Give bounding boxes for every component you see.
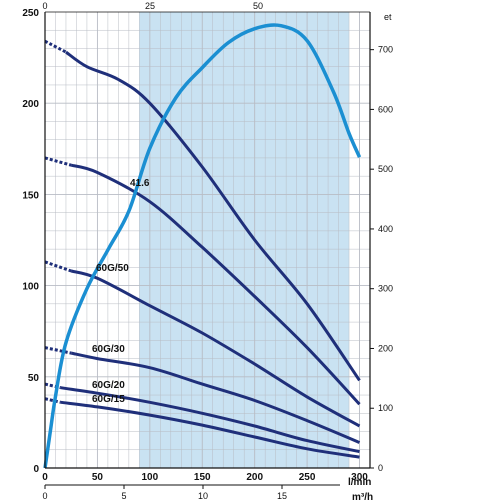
curve-dashed-segment (44, 397, 62, 404)
y-tick-label: 100 (22, 282, 39, 293)
y-tick-label: 50 (28, 373, 40, 384)
y2-axis-unit: et (384, 12, 392, 22)
top-tick-label: 25 (145, 1, 155, 11)
curve-dashed-segment (44, 39, 67, 54)
curve-label: 60G/30 (92, 344, 125, 355)
curve-label: 60G/20 (92, 380, 125, 391)
curve-series (70, 269, 361, 428)
curve-label: 41.6 (130, 178, 150, 189)
curve-series (60, 386, 360, 454)
curve-dashed-segment (44, 346, 72, 355)
curve-label: 60G/15 (92, 394, 125, 405)
curve-series (60, 400, 360, 459)
curve-labels: 60G/15 60G/20 60G/30 60G/50 41.6 (92, 178, 150, 405)
curve-label: 60G/50 (96, 263, 129, 274)
y2-tick-label: 400 (378, 224, 393, 234)
x2-tick-label: 5 (121, 491, 126, 501)
x-tick-label: 100 (141, 472, 158, 483)
x2-tick-label: 10 (198, 491, 208, 501)
curve-series (70, 163, 361, 406)
y2-tick-label: 500 (378, 164, 393, 174)
y2-tick-label: 100 (378, 403, 393, 413)
x-axis-unit: l/min (348, 477, 371, 488)
top-tick-label: 50 (253, 1, 263, 11)
y-tick-label: 0 (33, 464, 39, 475)
y-tick-label: 150 (22, 190, 39, 201)
pump-curves (44, 39, 361, 459)
y2-tick-label: 0 (378, 463, 383, 473)
y-tick-label: 200 (22, 99, 39, 110)
x-tick-label: 50 (92, 472, 104, 483)
y-tick-label: 250 (22, 8, 39, 19)
efficiency-curve (43, 23, 362, 469)
x-tick-label: 300 (351, 472, 368, 483)
curve-dashed-segment (44, 156, 72, 167)
efficiency-curve-group (43, 23, 362, 469)
curve-dashed-segment (44, 382, 62, 390)
curve-dashed-segment (44, 260, 72, 273)
x-tick-label: 250 (299, 472, 316, 483)
x2-tick-label: 0 (42, 491, 47, 501)
top-tick-label: 0 (42, 1, 47, 11)
y2-tick-label: 200 (378, 343, 393, 353)
curve-series (70, 351, 361, 444)
curve-series (65, 50, 361, 382)
x-tick-label: 150 (194, 472, 211, 483)
y2-tick-label: 300 (378, 284, 393, 294)
x-tick-label: 0 (42, 472, 48, 483)
x-tick-label: 200 (246, 472, 263, 483)
y2-tick-label: 700 (378, 45, 393, 55)
x2-axis-unit: m³/h (352, 492, 373, 503)
x2-tick-label: 15 (277, 491, 287, 501)
y2-tick-label: 600 (378, 104, 393, 114)
